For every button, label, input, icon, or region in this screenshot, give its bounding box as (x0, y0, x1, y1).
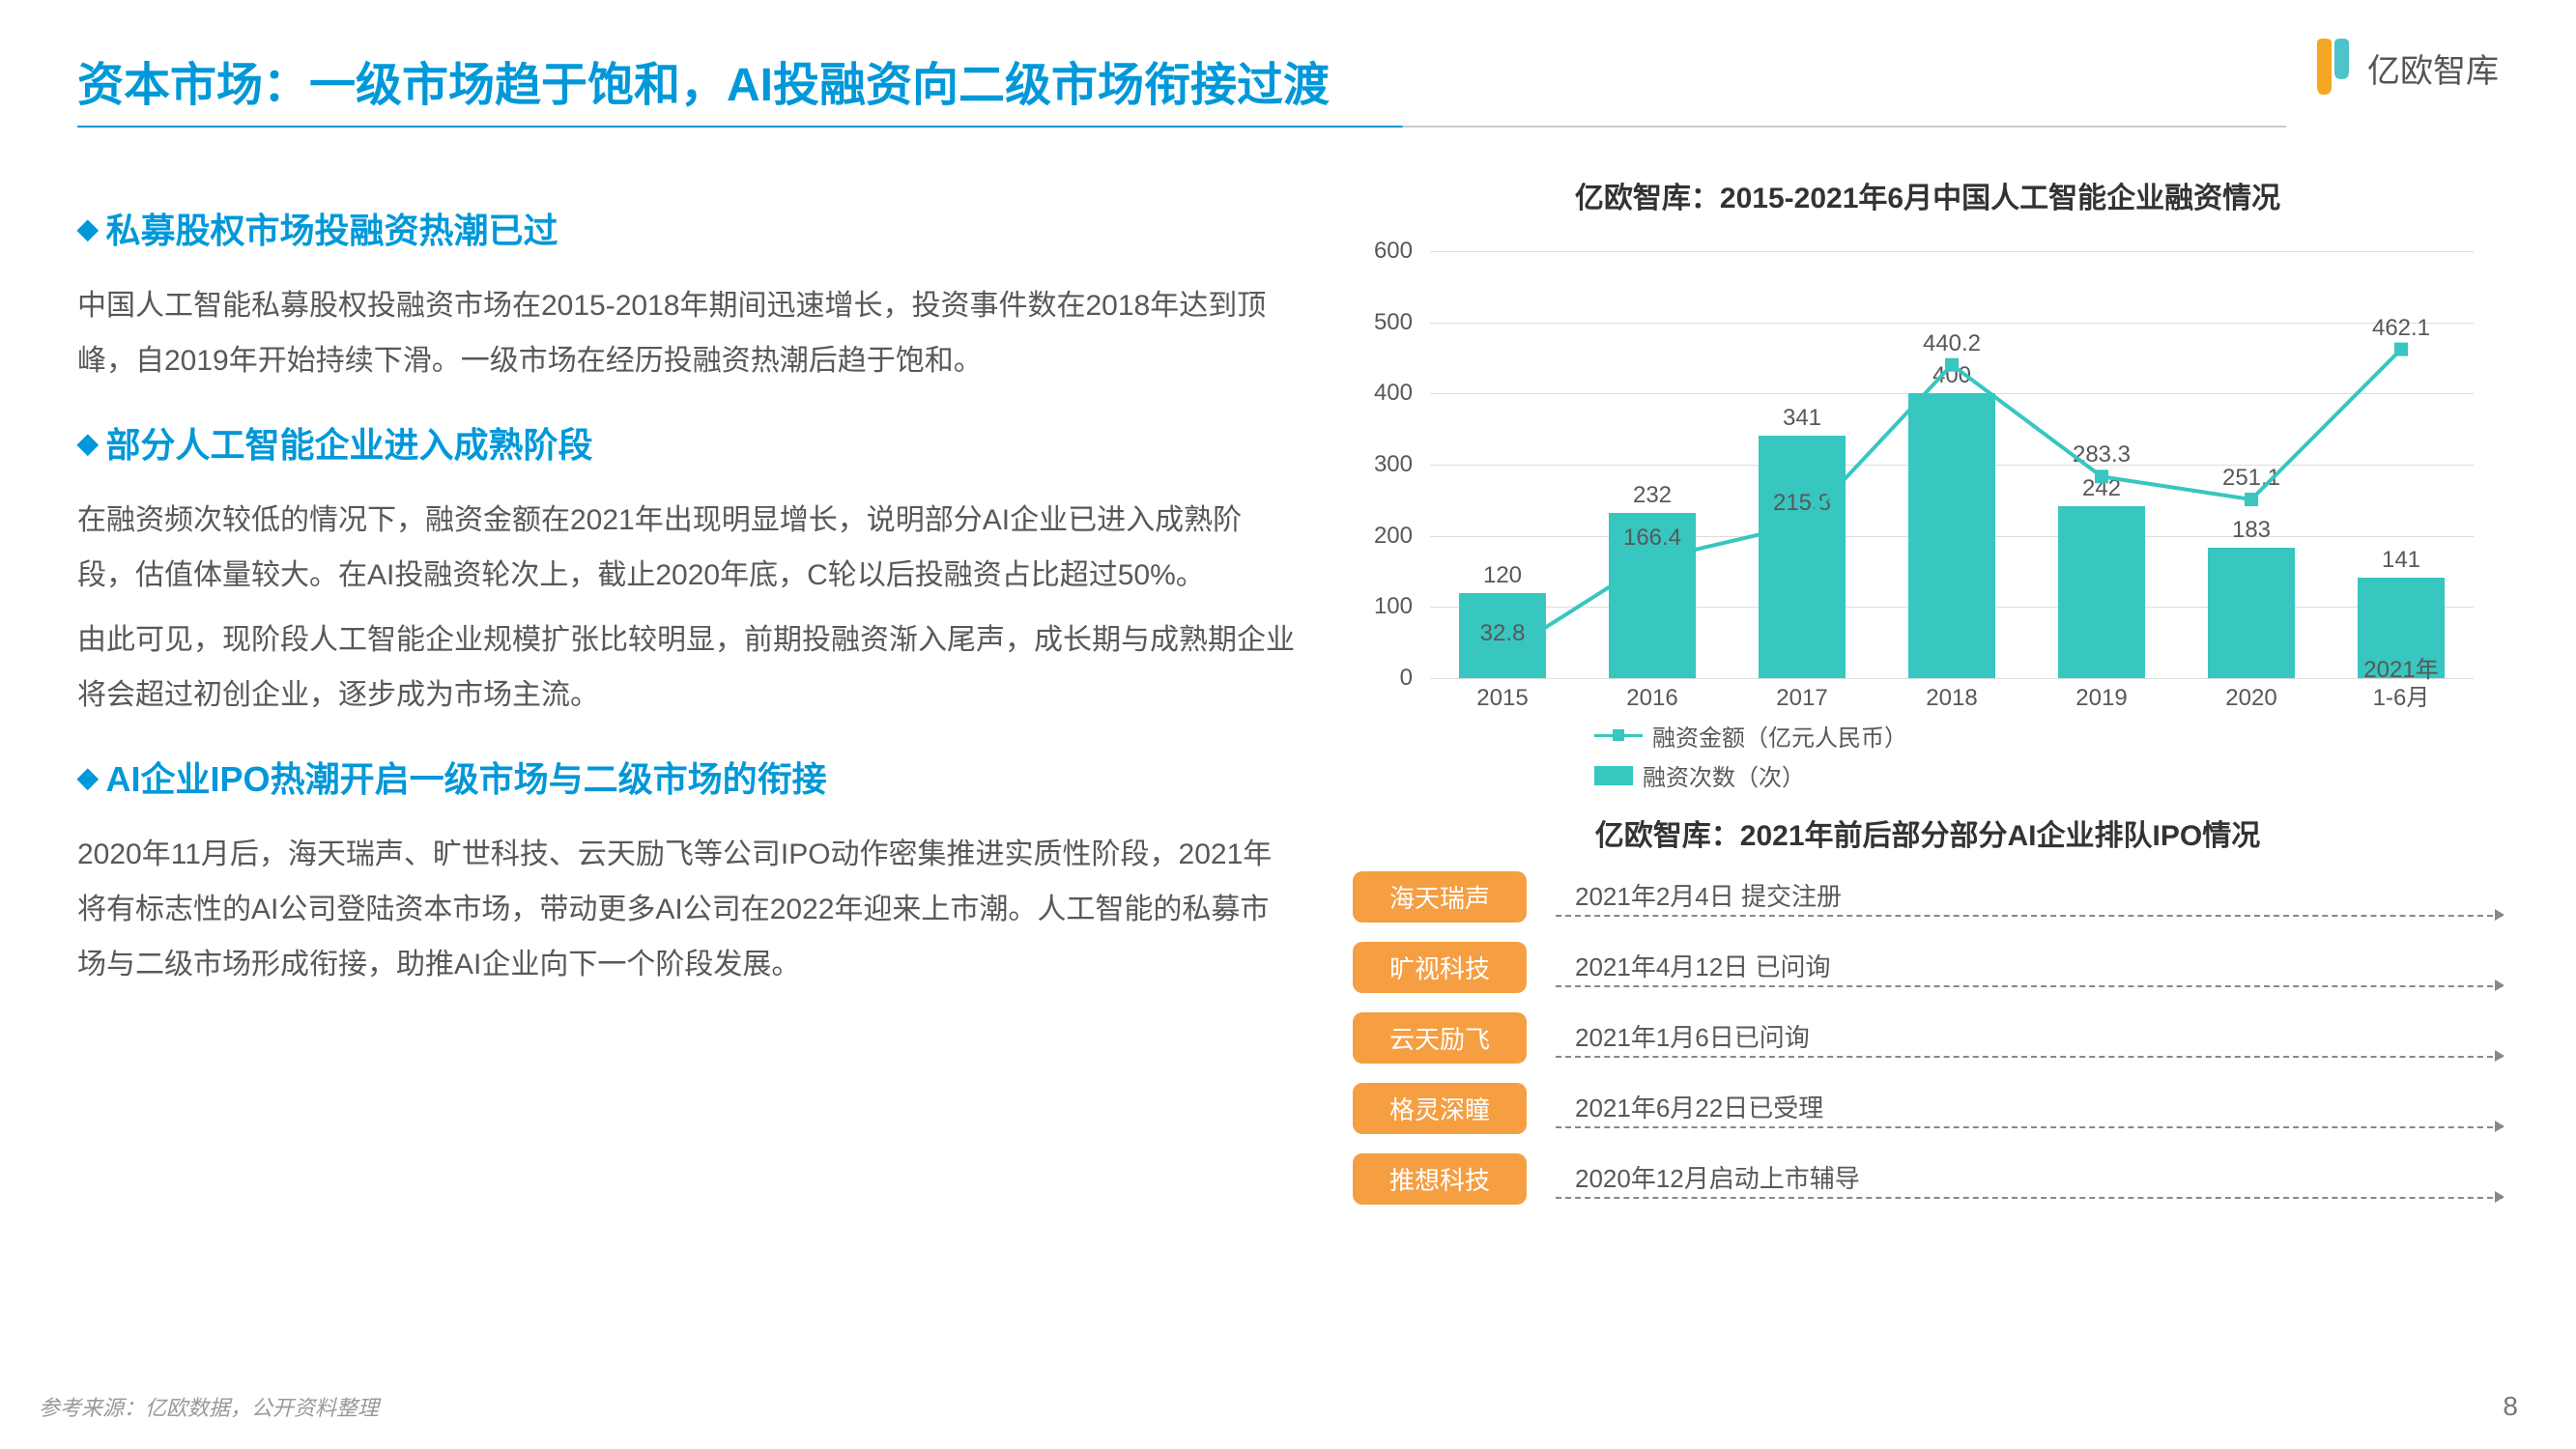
ipo-company-tag: 推想科技 (1353, 1153, 1527, 1205)
ipo-company-tag: 格灵深瞳 (1353, 1083, 1527, 1134)
ipo-arrow (1556, 1056, 2503, 1058)
ipo-arrow (1556, 1197, 2503, 1199)
ipo-status-text: 2021年1月6日已问询 (1556, 1018, 2503, 1054)
ipo-status-text: 2021年6月22日已受理 (1556, 1089, 2503, 1124)
section-heading: 部分人工智能企业进入成熟阶段 (77, 417, 1295, 468)
line-series (1353, 232, 2493, 792)
section-heading: AI企业IPO热潮开启一级市场与二级市场的衔接 (77, 752, 1295, 802)
ipo-company-tag: 云天励飞 (1353, 1012, 1527, 1064)
combo-chart: 0100200300400500600120201523220163412017… (1353, 232, 2493, 792)
ipo-status-line: 2021年2月4日 提交注册 (1556, 877, 2503, 917)
ipo-row: 格灵深瞳 2021年6月22日已受理 (1353, 1083, 2503, 1134)
logo-text: 亿欧智库 (2367, 44, 2499, 92)
chart-legend: 融资金额（亿元人民币）融资次数（次） (1594, 719, 1907, 792)
ipo-status-line: 2021年4月12日 已问询 (1556, 948, 2503, 987)
chart-title: 亿欧智库：2015-2021年6月中国人工智能企业融资情况 (1353, 174, 2503, 216)
ipo-status-text: 2021年2月4日 提交注册 (1556, 877, 2503, 913)
ipo-company-tag: 海天瑞声 (1353, 871, 1527, 923)
ipo-status-line: 2021年6月22日已受理 (1556, 1089, 2503, 1128)
page-number: 8 (2503, 1391, 2518, 1422)
ipo-row: 云天励飞 2021年1月6日已问询 (1353, 1012, 2503, 1064)
title-underline (77, 126, 2286, 128)
left-column: 私募股权市场投融资热潮已过中国人工智能私募股权投融资市场在2015-2018年期… (77, 174, 1295, 1002)
page-title: 资本市场：一级市场趋于饱和，AI投融资向二级市场衔接过渡 (77, 46, 1330, 114)
section-heading: 私募股权市场投融资热潮已过 (77, 203, 1295, 253)
ipo-status-text: 2021年4月12日 已问询 (1556, 948, 2503, 983)
paragraph: 中国人工智能私募股权投融资市场在2015-2018年期间迅速增长，投资事件数在2… (77, 278, 1295, 388)
ipo-status-line: 2020年12月启动上市辅导 (1556, 1159, 2503, 1199)
right-column: 亿欧智库：2015-2021年6月中国人工智能企业融资情况 0100200300… (1353, 174, 2503, 1224)
ipo-list: 海天瑞声2021年2月4日 提交注册旷视科技2021年4月12日 已问询云天励飞… (1353, 871, 2503, 1205)
ipo-row: 海天瑞声 2021年2月4日 提交注册 (1353, 871, 2503, 923)
ipo-status-text: 2020年12月启动上市辅导 (1556, 1159, 2503, 1195)
ipo-arrow (1556, 985, 2503, 987)
logo-icon (2307, 39, 2356, 97)
ipo-row: 推想科技 2020年12月启动上市辅导 (1353, 1153, 2503, 1205)
ipo-company-tag: 旷视科技 (1353, 942, 1527, 993)
footnote: 参考来源：亿欧数据，公开资料整理 (39, 1391, 379, 1422)
ipo-arrow (1556, 1126, 2503, 1128)
ipo-row: 旷视科技 2021年4月12日 已问询 (1353, 942, 2503, 993)
paragraph: 由此可见，现阶段人工智能企业规模扩张比较明显，前期投融资渐入尾声，成长期与成熟期… (77, 612, 1295, 723)
logo: 亿欧智库 (2307, 39, 2499, 97)
paragraph: 在融资频次较低的情况下，融资金额在2021年出现明显增长，说明部分AI企业已进入… (77, 493, 1295, 603)
ipo-status-line: 2021年1月6日已问询 (1556, 1018, 2503, 1058)
ipo-arrow (1556, 915, 2503, 917)
paragraph: 2020年11月后，海天瑞声、旷世科技、云天励飞等公司IPO动作密集推进实质性阶… (77, 827, 1295, 992)
ipo-title: 亿欧智库：2021年前后部分部分AI企业排队IPO情况 (1353, 811, 2503, 854)
